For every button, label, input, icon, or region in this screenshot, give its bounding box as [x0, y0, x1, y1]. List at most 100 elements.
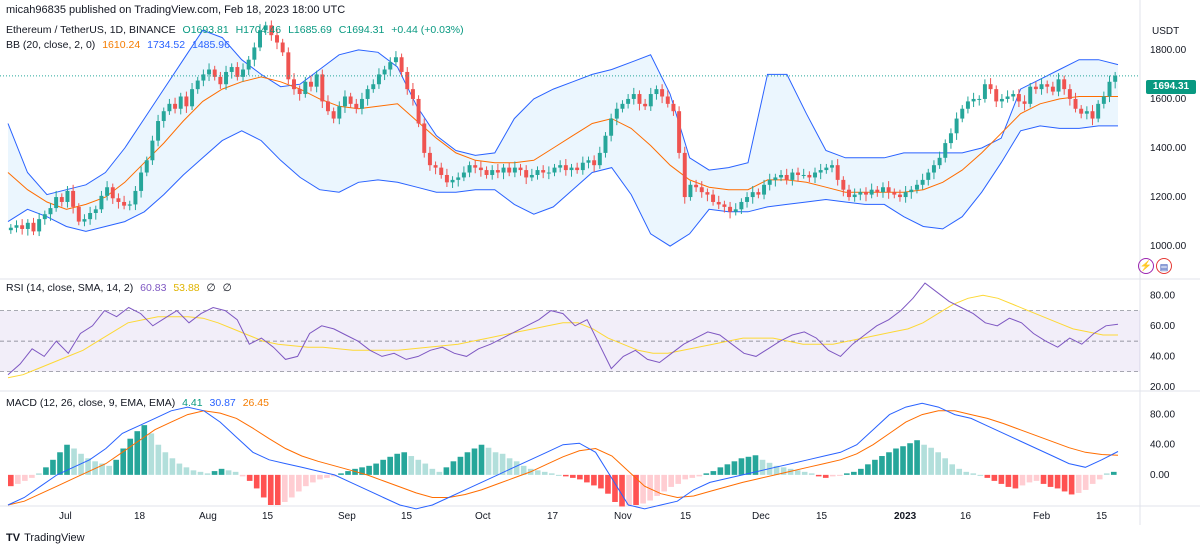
candle-body [971, 98, 976, 102]
time-tick-label: Dec [752, 511, 770, 522]
candle-body [269, 25, 274, 36]
change-value: +0.44 (+0.03%) [391, 24, 464, 36]
candle-body [937, 157, 942, 166]
candle-body [14, 225, 19, 228]
macd-histogram-bar [478, 444, 485, 475]
macd-histogram-bar [387, 456, 393, 475]
candle-body [988, 84, 993, 90]
candle-body [127, 204, 132, 206]
candle-body [342, 96, 347, 107]
candle-body [558, 165, 563, 168]
macd-histogram-bar [731, 461, 738, 475]
macd-histogram-bar [232, 471, 239, 475]
candle-body [1011, 94, 1016, 97]
macd-histogram-bar [1075, 474, 1082, 493]
macd-histogram-bar [900, 446, 906, 475]
candle-body [807, 174, 812, 178]
candle-body [847, 189, 851, 198]
candle-body [1016, 94, 1021, 102]
macd-histogram-bar [281, 474, 288, 502]
candle-body [133, 190, 138, 205]
macd-histogram-bar [127, 438, 134, 475]
time-tick-label: Oct [475, 511, 491, 522]
macd-histogram-bar [836, 474, 843, 476]
candle-body [99, 195, 104, 210]
macd-histogram-bar [253, 474, 260, 489]
candle-body [484, 170, 489, 175]
symbol-label: Ethereum / TetherUS, 1D, BINANCE [6, 24, 176, 36]
macd-histogram-bar [204, 473, 211, 475]
macd-histogram-bar [29, 474, 35, 478]
candle-body [603, 135, 608, 153]
macd-histogram-bar [991, 474, 998, 481]
macd-hist-value: 4.41 [182, 397, 203, 409]
macd-histogram-bar [598, 474, 604, 489]
candle-body [507, 167, 512, 173]
candle-body [495, 170, 500, 173]
price-tick-label: 1800.00 [1150, 45, 1187, 56]
candle-body [1056, 79, 1061, 92]
candle-body [745, 197, 750, 202]
macd-histogram-bar [534, 470, 541, 475]
macd-histogram-bar [506, 458, 513, 475]
candle-body [444, 174, 449, 183]
macd-histogram-bar [935, 452, 941, 475]
candle-body [184, 96, 189, 107]
candle-body [314, 74, 319, 87]
macd-histogram-bar [808, 473, 815, 475]
lightning-icon[interactable]: ⚡ [1138, 258, 1154, 274]
macd-histogram-bar [942, 458, 948, 475]
candle-body [711, 194, 716, 202]
us-flag-icon[interactable]: ▤ [1156, 258, 1172, 274]
candle-body [773, 177, 778, 180]
candle-body [433, 165, 438, 168]
macd-histogram-bar [408, 456, 415, 475]
macd-histogram-bar [8, 474, 14, 487]
candle-body [779, 174, 784, 178]
candle-body [1107, 81, 1112, 97]
macd-histogram-bar [1033, 474, 1040, 481]
macd-histogram-bar [457, 456, 464, 475]
candle-body [122, 201, 127, 206]
candle-body [790, 172, 795, 180]
publisher-info: micah96835 published on TradingView.com,… [6, 4, 346, 16]
candle-body [1033, 86, 1038, 90]
rsi-tick-label: 60.00 [1150, 321, 1175, 332]
macd-tick-label: 80.00 [1150, 410, 1175, 421]
candle-body [541, 170, 546, 173]
high-value: H1704.46 [235, 24, 282, 36]
macd-histogram-bar [570, 474, 576, 478]
candle-body [371, 84, 376, 90]
macd-histogram-bar [801, 471, 808, 475]
candle-body [161, 111, 166, 122]
macd-histogram-bar [851, 471, 857, 475]
macd-histogram-bar [380, 459, 386, 475]
macd-histogram-bar [661, 474, 667, 492]
macd-histogram-bar [436, 471, 443, 475]
macd-histogram-bar [197, 471, 204, 475]
time-tick-label: 17 [547, 511, 559, 522]
macd-histogram-bar [520, 465, 527, 475]
macd-value: 30.87 [209, 397, 236, 409]
candle-body [59, 197, 64, 202]
macd-histogram-bar [626, 474, 632, 505]
candle-body [897, 194, 902, 198]
candle-body [699, 187, 704, 193]
candle-body [1028, 86, 1033, 104]
macd-histogram-bar [1012, 474, 1019, 489]
macd-histogram-bar [977, 474, 984, 476]
bb-lower-value: 1485.96 [192, 39, 230, 51]
bb-label: BB (20, close, 2, 0) [6, 39, 96, 51]
candle-body [677, 111, 682, 153]
macd-histogram-bar [1005, 474, 1012, 487]
candle-body [1101, 96, 1106, 104]
macd-histogram-bar [485, 447, 492, 475]
candle-body [688, 184, 693, 198]
macd-histogram-bar [317, 474, 323, 480]
macd-histogram-bar [844, 473, 850, 475]
macd-histogram-bar [541, 471, 548, 475]
macd-histogram-bar [928, 447, 934, 475]
candle-body [965, 101, 970, 109]
candle-body [382, 69, 387, 75]
